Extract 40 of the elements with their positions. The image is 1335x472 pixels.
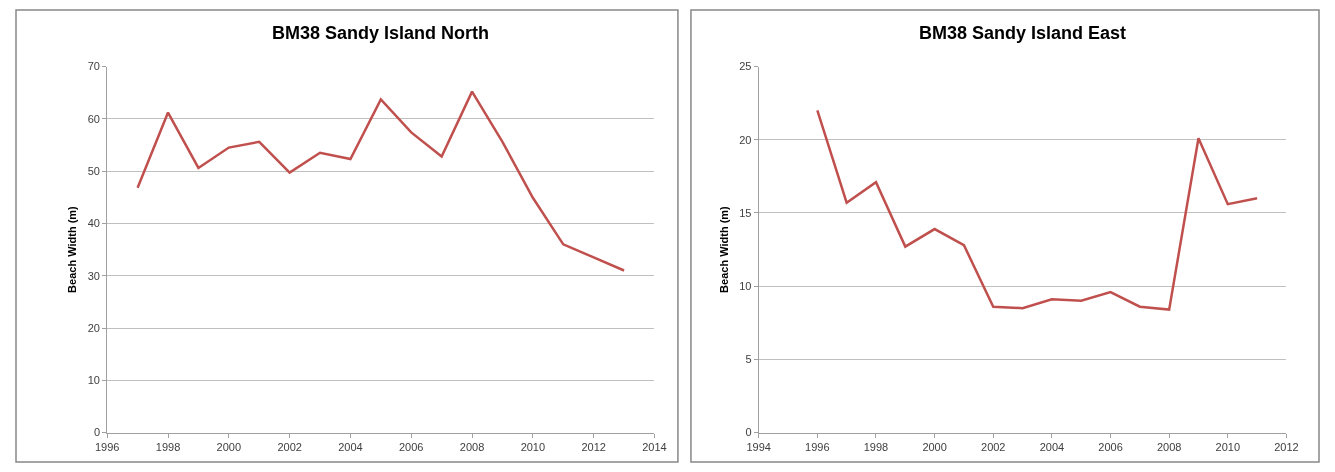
x-tick-label: 2008 [459, 440, 485, 453]
x-tick-label: 2004 [1039, 440, 1065, 453]
x-tick-label: 2014 [642, 440, 667, 453]
y-tick-label: 10 [739, 280, 752, 293]
chart-title: BM38 Sandy Island North [272, 23, 490, 43]
x-tick-label: 2010 [1215, 440, 1241, 453]
y-tick-label: 30 [87, 269, 101, 282]
y-axis-title: Beach Width (m) [66, 205, 79, 293]
y-tick-label: 70 [87, 60, 101, 73]
x-tick-label: 1998 [863, 440, 889, 453]
x-tick-label: 2004 [338, 440, 363, 453]
line-series [136, 90, 626, 272]
x-tick-label: 2000 [922, 440, 947, 453]
y-tick-label: 0 [745, 426, 752, 439]
x-tick-label: 1994 [746, 440, 771, 453]
x-tick-label: 2012 [581, 440, 606, 453]
x-tick-label: 2006 [399, 440, 424, 453]
x-tick-label: 2012 [1274, 440, 1299, 453]
y-tick-label: 60 [87, 112, 101, 125]
x-tick-label: 1996 [94, 440, 120, 453]
x-tick-label: 1996 [805, 440, 830, 453]
line-series [816, 109, 1259, 311]
y-axis-title: Beach Width (m) [717, 205, 730, 293]
y-tick-label: 20 [87, 321, 101, 334]
x-tick-label: 1998 [155, 440, 181, 453]
y-tick-label: 10 [87, 374, 101, 387]
y-tick-label: 0 [93, 426, 101, 439]
x-tick-label: 2002 [277, 440, 302, 453]
x-tick-label: 2000 [216, 440, 242, 453]
y-tick-label: 40 [87, 217, 101, 230]
x-tick-label: 2006 [1098, 440, 1123, 453]
x-tick-label: 2008 [1156, 440, 1182, 453]
chart-title: BM38 Sandy Island East [919, 23, 1127, 43]
y-tick-label: 5 [745, 353, 752, 366]
y-tick-label: 25 [739, 60, 752, 73]
y-tick-label: 20 [739, 133, 752, 146]
y-tick-label: 15 [739, 206, 752, 219]
x-tick-label: 2010 [520, 440, 546, 453]
x-tick-label: 2002 [981, 440, 1006, 453]
y-tick-label: 50 [87, 164, 101, 177]
